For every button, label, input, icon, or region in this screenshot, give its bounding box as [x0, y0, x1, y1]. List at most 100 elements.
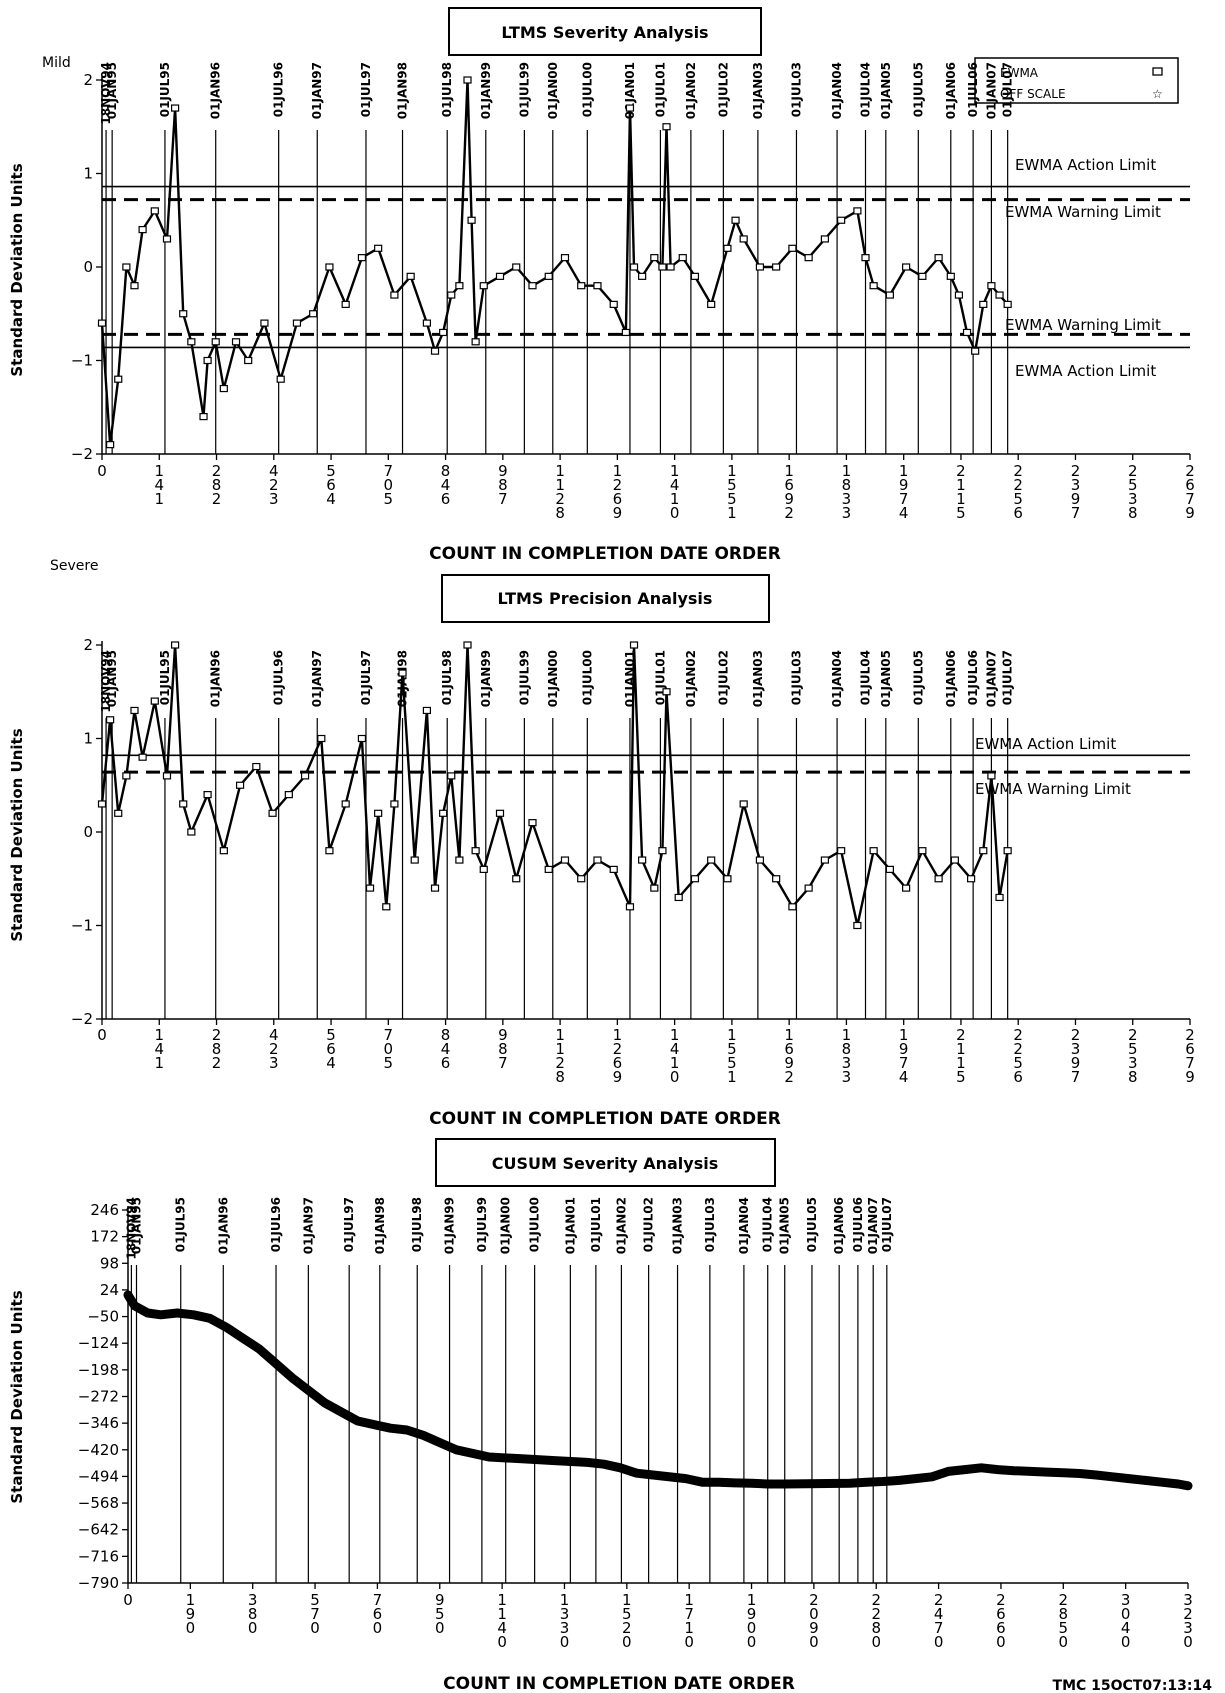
chart3-plot-area: 2461729824−50−124−198−272−346−420−494−56…: [78, 1197, 1193, 1651]
data-point-marker: [171, 641, 180, 649]
x-tick-label: 4: [670, 1040, 680, 1058]
x-tick-label: 5: [727, 1054, 737, 1072]
chart1-title: LTMS Severity Analysis: [501, 23, 708, 42]
data-point-marker: [219, 847, 228, 855]
x-tick-label: 1: [154, 1026, 164, 1044]
date-marker-label: 01JUL03: [789, 62, 803, 117]
x-tick-label: 1: [560, 1591, 570, 1609]
x-tick-label: 6: [441, 490, 451, 508]
date-marker-label: 01JAN01: [563, 1197, 577, 1254]
x-tick-label: 1: [555, 476, 565, 494]
x-tick-label: 4: [899, 1068, 909, 1086]
x-tick-label: 1: [784, 1026, 794, 1044]
data-point-marker: [422, 706, 431, 715]
x-tick-label: 1: [154, 1054, 164, 1072]
data-point-marker: [869, 847, 878, 855]
x-tick-label: 0: [670, 504, 680, 522]
x-tick-label: 7: [384, 1026, 394, 1044]
data-point-marker: [629, 641, 639, 649]
x-tick-label: 1: [613, 462, 623, 480]
data-point-marker: [625, 903, 635, 911]
x-tick-label: 2: [784, 1068, 794, 1086]
precision-panel: Severe LTMS Precision Analysis COUNT IN …: [8, 558, 1195, 1129]
date-marker-label: 01JUL03: [789, 650, 803, 705]
data-point-marker: [577, 282, 586, 290]
x-tick-label: 1: [899, 462, 909, 480]
x-tick-label: 3: [842, 504, 852, 522]
data-point-marker: [1003, 847, 1012, 855]
x-tick-label: 2: [1013, 1026, 1023, 1044]
data-point-marker: [707, 856, 716, 864]
x-tick-label: 4: [934, 1605, 944, 1623]
data-point-marker: [788, 244, 797, 252]
data-point-marker: [987, 282, 996, 290]
date-marker-label: 01JAN96: [216, 1197, 230, 1254]
date-marker-label: 01JAN99: [479, 62, 493, 119]
data-point-marker: [853, 921, 862, 930]
data-point-marker: [471, 847, 480, 855]
x-tick-label: 2: [269, 1040, 279, 1058]
date-marker-label: 01JAN04: [830, 62, 844, 119]
x-tick-label: 2: [871, 1591, 881, 1609]
x-tick-label: 6: [613, 1054, 623, 1072]
x-tick-label: 3: [1183, 1591, 1193, 1609]
date-marker-label: 01JAN06: [944, 62, 958, 119]
series-line: [100, 78, 1009, 446]
x-tick-label: 1: [154, 462, 164, 480]
y-tick-label: 2: [83, 636, 93, 654]
data-point-marker: [788, 903, 797, 911]
x-tick-label: 8: [555, 1068, 565, 1086]
x-tick-label: 2: [212, 1054, 222, 1072]
x-tick-label: 0: [310, 1619, 320, 1637]
x-tick-label: 1: [670, 1054, 680, 1072]
date-marker-label: 01JUL95: [174, 1197, 188, 1252]
date-marker-label: 01JUL07: [1001, 62, 1015, 117]
date-marker-label: 01JUL02: [716, 62, 730, 117]
x-tick-label: 1: [670, 1026, 680, 1044]
x-tick-label: 2: [613, 476, 623, 494]
chart1-title-box: [448, 7, 762, 56]
data-point-marker: [650, 884, 659, 892]
x-tick-label: 1: [956, 476, 966, 494]
y-tick-label: 1: [83, 730, 93, 748]
chart1-xlabel: COUNT IN COMPLETION DATE ORDER: [429, 544, 781, 564]
data-point-marker: [593, 856, 602, 864]
x-tick-label: 4: [497, 1619, 507, 1637]
data-point-marker: [674, 893, 683, 902]
date-marker-label: 01JAN97: [310, 650, 324, 707]
date-marker-label: 01JAN07: [984, 62, 998, 119]
data-point-marker: [1003, 300, 1012, 308]
data-point-marker: [276, 375, 285, 383]
x-tick-label: 6: [1013, 504, 1023, 522]
x-tick-label: 2: [934, 1591, 944, 1609]
x-tick-label: 7: [684, 1605, 694, 1623]
x-tick-label: 5: [727, 490, 737, 508]
x-tick-label: 2: [996, 1591, 1006, 1609]
data-point-marker: [544, 272, 553, 280]
x-tick-label: 8: [441, 1026, 451, 1044]
data-point-marker: [138, 753, 147, 761]
x-tick-label: 4: [441, 476, 451, 494]
x-tick-label: 0: [871, 1633, 881, 1651]
x-tick-label: 8: [1059, 1605, 1069, 1623]
chart3-xlabel: COUNT IN COMPLETION DATE ORDER: [443, 1674, 795, 1693]
data-point-marker: [187, 828, 196, 836]
date-marker-label: 01JUL97: [359, 650, 373, 705]
data-point-marker: [495, 809, 505, 817]
data-point-marker: [309, 310, 318, 318]
x-tick-label: 0: [809, 1605, 819, 1623]
chart3-title: CUSUM Severity Analysis: [492, 1154, 718, 1173]
y-tick-label: −272: [78, 1388, 119, 1406]
date-marker-label: 01JUL04: [859, 62, 873, 117]
y-tick-label: −198: [78, 1361, 119, 1379]
data-point-marker: [837, 216, 846, 224]
date-marker-label: 01JAN04: [737, 1197, 751, 1254]
data-point-marker: [934, 875, 943, 883]
data-point-marker: [820, 856, 829, 864]
data-point-marker: [357, 734, 367, 743]
y-tick-label: −50: [87, 1308, 119, 1326]
x-tick-label: 5: [435, 1605, 445, 1623]
date-marker-label: 01JAN07: [984, 650, 998, 707]
date-marker-label: 01JAN97: [310, 62, 324, 119]
data-point-marker: [528, 282, 537, 290]
